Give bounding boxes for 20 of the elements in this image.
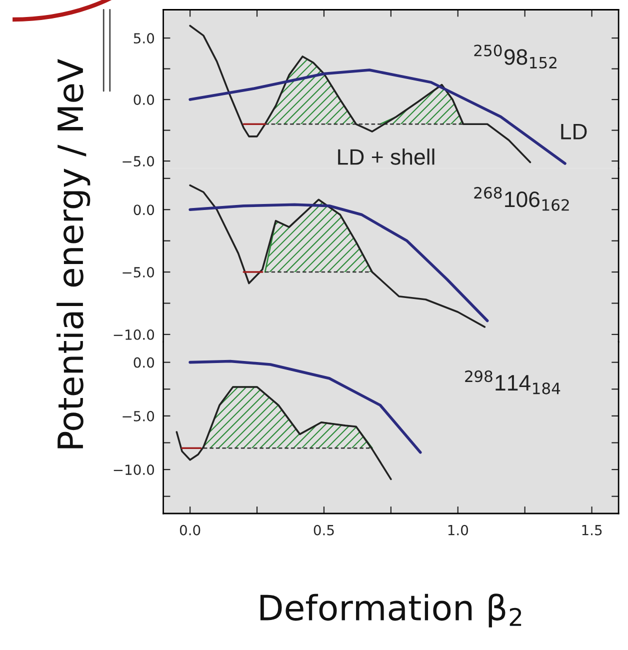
y-tick-label: −5.0	[122, 156, 154, 167]
y-axis-title: Potential energy / MeV	[56, 58, 90, 448]
annotation: $^{268}$106$_{162}$	[474, 186, 569, 211]
y-tick-label: −10.0	[114, 464, 154, 476]
x-tick-label: 1.5	[582, 525, 602, 536]
y-tick-label: −5.0	[122, 410, 154, 422]
annotation: LD	[561, 124, 587, 140]
x-tick-label: 0.5	[314, 524, 334, 536]
y-tick-label: −5.0	[122, 267, 154, 278]
annotation: $^{250}$98$_{152}$	[474, 44, 556, 69]
x-axis-title: Deformation β$_{2}$	[260, 594, 522, 628]
x-tick-label: 0.0	[180, 524, 200, 536]
y-tick-label: 5.0	[134, 33, 154, 44]
annotation: $^{298}$114$_{184}$	[465, 370, 560, 394]
y-tick-label: −10.0	[114, 329, 154, 340]
annotation: LD + shell	[338, 148, 434, 165]
x-tick-label: 1.0	[448, 524, 468, 536]
y-tick-label: 0.0	[134, 94, 154, 106]
y-tick-label: 0.0	[134, 204, 154, 216]
y-tick-label: 0.0	[134, 357, 154, 368]
